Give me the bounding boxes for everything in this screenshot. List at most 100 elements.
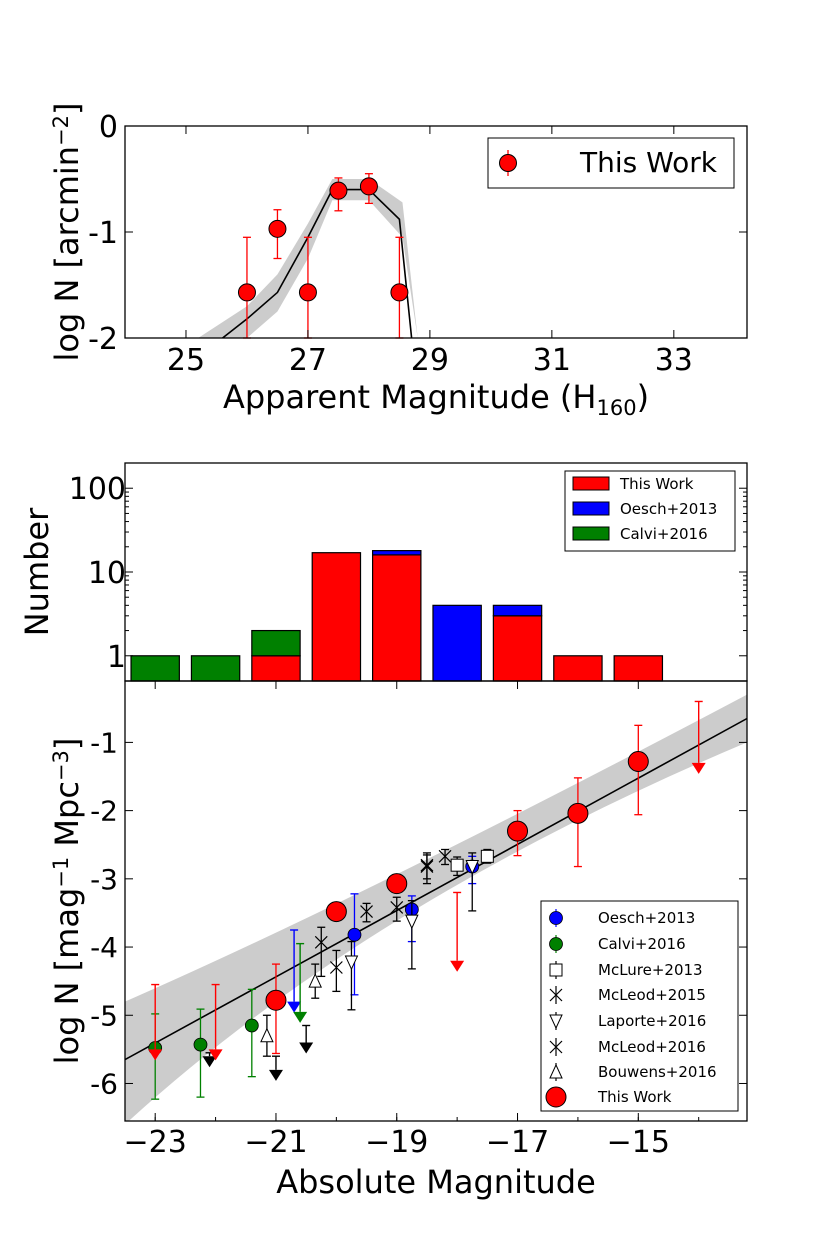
data-point-bouwens-2016 — [260, 1027, 274, 1043]
histogram-bar — [492, 604, 543, 617]
middle-ytick-label: 100 — [69, 472, 126, 507]
data-point-laporte-2016 — [465, 860, 480, 875]
histogram-bar — [553, 655, 603, 682]
bottom-ytick-label: -6 — [90, 1067, 118, 1100]
bottom-legend-label-calvi: Calvi+2016 — [598, 935, 686, 953]
upper-limit-arrow — [202, 1056, 217, 1068]
top-xtick-label: 33 — [655, 343, 693, 378]
data-point-mclure-2013 — [480, 849, 494, 863]
data-point-laporte-2016 — [405, 914, 419, 930]
top-ytick-label: -1 — [88, 216, 118, 251]
fit-line — [125, 717, 747, 1061]
middle-legend-swatch-this-work — [572, 476, 610, 491]
legend-marker-this-work — [545, 1086, 567, 1108]
upper-limit-arrow — [287, 1001, 302, 1013]
bottom-xtick-label: −15 — [607, 1125, 670, 1160]
bottom-axes-frame — [124, 680, 748, 1122]
top-xlabel: Apparent Magnitude (H160) — [223, 378, 649, 420]
middle-legend-swatch-oesch — [572, 501, 610, 516]
data-point-mcleod-2016 — [329, 961, 343, 974]
fit-line-segment — [125, 717, 747, 1061]
data-point-this-work — [325, 901, 347, 923]
data-point-mcleod-2015 — [314, 935, 328, 949]
top-model-line — [222, 188, 413, 338]
top-legend-label: This Work — [579, 146, 718, 179]
legend-marker-laporte-2016 — [549, 1014, 563, 1030]
top-legend-frame — [487, 137, 735, 189]
top-xtick-label: 25 — [167, 343, 205, 378]
data-point-calvi-2016 — [193, 1037, 208, 1052]
upper-limit-arrow — [691, 762, 706, 774]
bottom-ytick-label: -5 — [90, 999, 118, 1032]
upper-limit-arrow — [268, 1069, 283, 1081]
top-data-point — [237, 283, 256, 302]
bottom-ytick-label: -1 — [90, 726, 118, 759]
middle-legend-label-this-work: This Work — [619, 475, 694, 493]
bottom-ytick-label: -3 — [90, 863, 118, 896]
bottom-legend-label-bouwens2016: Bouwens+2016 — [598, 1063, 717, 1081]
bottom-ticks: −23 −21 −19 −17 −15 -1 -2 -3 -4 -5 -6 — [90, 681, 747, 1160]
bottom-ytick-label: -2 — [90, 795, 118, 828]
top-ytick-label: -2 — [88, 322, 118, 357]
top-ticks: 25 27 29 31 33 0 -1 -2 — [88, 110, 747, 378]
middle-panel: 1 10 100 This Work Oesch+2013 Calvi+2016 N… — [18, 462, 748, 682]
legend-marker-mcleod-2016 — [549, 1040, 563, 1054]
top-xtick-label: 27 — [289, 343, 327, 378]
data-point-bouwens-2016 — [308, 972, 323, 988]
data-point-oesch-2013 — [347, 927, 362, 942]
bottom-panel: −23 −21 −19 −17 −15 -1 -2 -3 -4 -5 -6 Oesch+2013 C… — [48, 680, 748, 1201]
fit-band-area — [125, 694, 747, 1121]
data-point-mcleod-2016 — [420, 860, 434, 873]
histogram-bar — [190, 655, 241, 682]
fit-band — [125, 694, 747, 1121]
upper-limit-arrow — [148, 1049, 163, 1061]
data-point-mclure-2013 — [450, 858, 464, 872]
histogram-bar — [251, 655, 301, 682]
legend-marker-mclure-2013 — [549, 963, 563, 977]
upper-limit-arrow — [450, 960, 465, 972]
bottom-xtick-label: −19 — [365, 1125, 428, 1160]
histogram-bar — [432, 604, 482, 682]
bottom-legend: Oesch+2013 Calvi+2016 McLure+2013 McLeod… — [540, 900, 739, 1112]
middle-ylabel: Number — [18, 507, 56, 636]
top-data-point — [329, 181, 348, 200]
upper-limit-arrow — [293, 1011, 308, 1023]
data-point-this-work — [386, 873, 408, 895]
data-point-mcleod-2015 — [360, 905, 373, 918]
histogram-bar — [311, 552, 362, 682]
bottom-legend-label-mcleod2015: McLeod+2015 — [598, 986, 706, 1004]
legend-marker-oesch-2013 — [549, 911, 563, 925]
middle-legend-swatch-calvi — [572, 526, 610, 541]
data-point-mcleod-2015 — [390, 901, 404, 914]
legend-marker-bouwens-2016 — [549, 1063, 563, 1079]
top-model-curve — [222, 188, 413, 338]
upper-limit-arrow — [299, 1042, 314, 1054]
histogram-bar — [251, 629, 301, 657]
histogram-bar — [492, 615, 543, 682]
top-data-point — [390, 283, 409, 302]
bottom-legend-frame — [540, 900, 739, 1112]
histogram-bar — [613, 655, 664, 682]
middle-ytick-label: 10 — [88, 556, 126, 591]
top-ytick-label: 0 — [99, 110, 118, 145]
middle-ytick-label: 1 — [107, 640, 126, 675]
bottom-legend-label-oesch: Oesch+2013 — [598, 909, 695, 927]
top-xtick-label: 29 — [411, 343, 449, 378]
legend-marker-calvi-2016 — [549, 937, 563, 951]
bottom-legend-label-mcleod2016: McLeod+2016 — [598, 1038, 706, 1056]
top-data-point — [359, 177, 378, 196]
bottom-xtick-label: −21 — [244, 1125, 307, 1160]
histogram-bars — [130, 550, 664, 682]
histogram-bar — [130, 655, 180, 682]
bottom-xtick-label: −17 — [486, 1125, 549, 1160]
middle-ticks: 1 10 100 — [69, 472, 747, 675]
middle-legend-label-calvi: Calvi+2016 — [620, 525, 708, 543]
data-point-laporte-2016 — [344, 955, 359, 971]
bottom-legend-label-laporte2016: Laporte+2016 — [598, 1012, 706, 1030]
bottom-xtick-label: −23 — [124, 1125, 187, 1160]
bottom-data-points — [148, 700, 706, 1100]
bottom-legend-label-mclure2013: McLure+2013 — [598, 961, 703, 979]
bottom-xlabel: Absolute Magnitude — [276, 1163, 596, 1201]
top-data-point — [268, 219, 287, 238]
data-point-this-work — [627, 750, 649, 772]
